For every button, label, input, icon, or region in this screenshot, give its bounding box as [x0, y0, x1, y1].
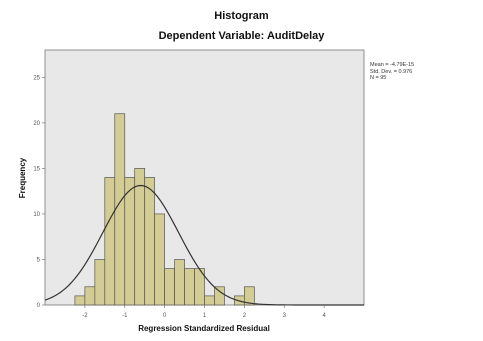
- x-axis-ticks: -2 -1 0 1 2 3 4: [82, 305, 326, 319]
- histogram-bar: [135, 168, 145, 305]
- histogram-bar: [105, 178, 115, 306]
- histogram-bar: [155, 214, 165, 305]
- x-tick-label: 1: [203, 313, 207, 319]
- x-tick-label: -1: [122, 313, 128, 319]
- y-tick-label: 20: [33, 121, 40, 127]
- x-tick-label: 2: [243, 313, 247, 319]
- x-tick-label: 4: [322, 313, 326, 319]
- histogram-bar: [175, 259, 185, 305]
- y-tick-label: 5: [37, 257, 41, 263]
- x-axis-label: Regression Standardized Residual: [138, 324, 270, 333]
- histogram-bar: [95, 259, 105, 305]
- histogram-bar: [85, 287, 95, 305]
- histogram-bar: [165, 269, 175, 305]
- histogram-bar: [214, 287, 224, 305]
- y-axis-ticks: 0 5 10 15 20 25: [33, 75, 45, 309]
- y-tick-label: 25: [33, 75, 40, 81]
- x-tick-label: 0: [163, 313, 167, 319]
- histogram-bar: [75, 296, 85, 305]
- histogram-bar: [145, 178, 155, 306]
- plot-area: [45, 50, 364, 305]
- histogram-bar: [185, 269, 195, 305]
- histogram-bar: [115, 114, 125, 305]
- y-tick-label: 10: [33, 212, 40, 218]
- x-tick-label: -2: [82, 313, 88, 319]
- y-tick-label: 15: [33, 166, 40, 172]
- histogram-bar: [205, 296, 215, 305]
- histogram-bar: [125, 178, 135, 306]
- y-axis-label: Frequency: [18, 157, 27, 198]
- x-tick-label: 3: [283, 313, 287, 319]
- y-tick-label: 0: [37, 303, 41, 309]
